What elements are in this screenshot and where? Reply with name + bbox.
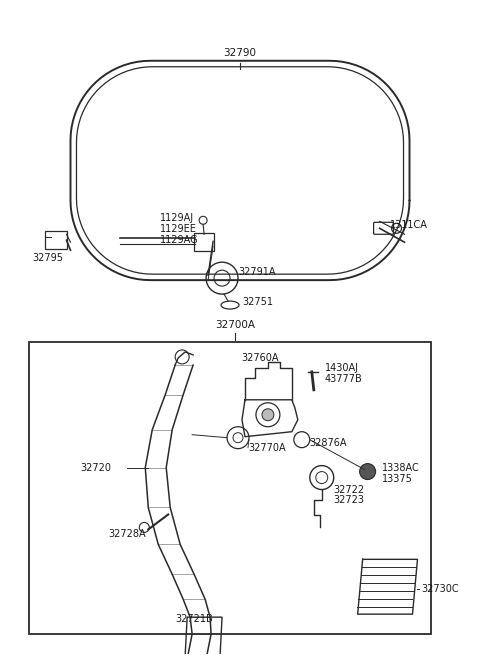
Text: 32730C: 32730C xyxy=(421,584,459,594)
Text: 32770A: 32770A xyxy=(248,443,286,453)
Text: 32876A: 32876A xyxy=(310,438,348,447)
Text: 1430AJ: 1430AJ xyxy=(325,363,359,373)
Text: 1338AC: 1338AC xyxy=(382,462,420,473)
Circle shape xyxy=(262,409,274,421)
Text: 43777B: 43777B xyxy=(325,374,362,384)
Text: 1311CA: 1311CA xyxy=(390,220,428,231)
Text: 1129AG: 1129AG xyxy=(160,235,199,245)
Text: 13375: 13375 xyxy=(382,474,412,483)
Circle shape xyxy=(360,464,376,479)
Text: 32751: 32751 xyxy=(242,297,273,307)
Text: 32728A: 32728A xyxy=(108,529,146,540)
Text: 32795: 32795 xyxy=(33,253,64,263)
Text: 1129EE: 1129EE xyxy=(160,224,197,234)
Bar xyxy=(45,231,67,249)
Text: 32722: 32722 xyxy=(334,485,365,495)
Text: 32721B: 32721B xyxy=(175,614,213,624)
Text: 32723: 32723 xyxy=(334,495,365,506)
Text: 32791A: 32791A xyxy=(238,267,276,277)
Bar xyxy=(29,342,432,634)
Text: 32720: 32720 xyxy=(81,462,111,473)
Text: 1129AJ: 1129AJ xyxy=(160,214,194,223)
Text: 32700A: 32700A xyxy=(215,320,255,330)
Text: 32790: 32790 xyxy=(224,48,256,58)
Text: 32760A: 32760A xyxy=(241,353,279,363)
